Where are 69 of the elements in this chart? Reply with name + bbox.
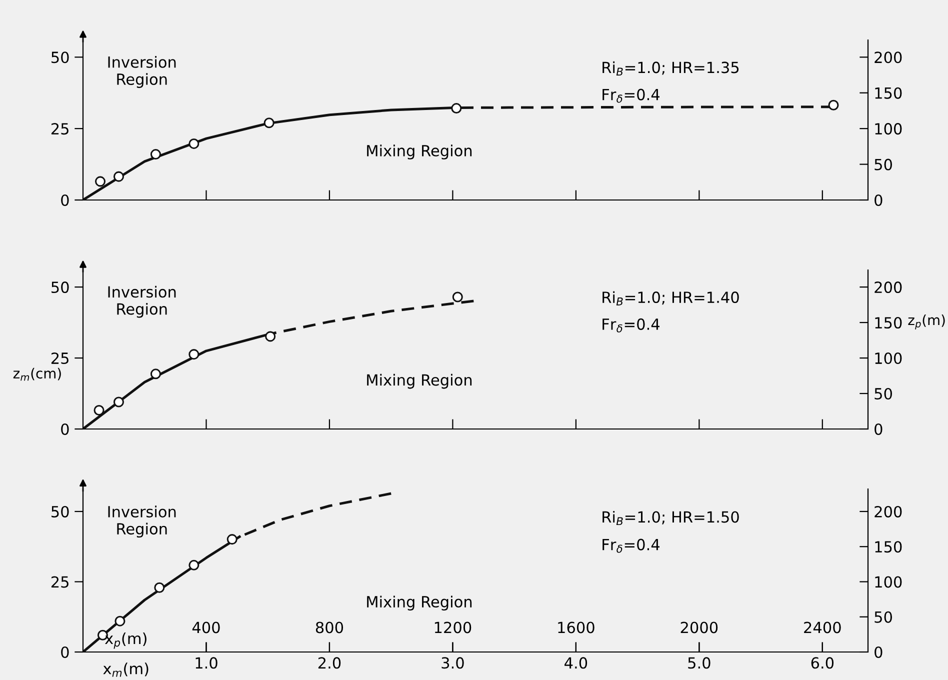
y-tick-label: 0 xyxy=(61,423,69,436)
y2-tick-label: 200 xyxy=(874,282,902,294)
x-tick-label: 1.0 xyxy=(196,657,218,669)
point xyxy=(828,100,839,110)
y2-tick-label: 200 xyxy=(874,52,902,64)
annotation: Ri$_{B}$=1.0; HR=1.40 xyxy=(602,291,739,306)
x-tick-label: 6.0 xyxy=(811,657,834,669)
point xyxy=(94,404,104,416)
x2-tick-label: 400 xyxy=(192,622,220,634)
y2-tick-label: 50 xyxy=(874,158,892,170)
annotation: Fr$_{δ}$=0.4 xyxy=(602,318,660,332)
annotation: Inversion Region xyxy=(108,506,176,538)
y-tick-label: 50 xyxy=(52,506,69,518)
annotation: Mixing Region xyxy=(367,374,472,389)
annotation: Mixing Region xyxy=(367,144,472,160)
x2-tick-label: 2000 xyxy=(680,622,718,634)
y2-tick-label: 100 xyxy=(875,352,902,364)
x2-tick-label: 2400 xyxy=(804,622,841,634)
y2-tick-label: 150 xyxy=(875,87,902,99)
x2-axis-title: x$_{p}$(m) xyxy=(104,632,146,649)
x-tick-label: 4.0 xyxy=(564,657,588,669)
point xyxy=(154,582,165,593)
point xyxy=(188,138,200,149)
y-tick-label: 0 xyxy=(61,194,69,206)
annotation: Fr$_{δ}$=0.4 xyxy=(602,88,660,103)
y2-tick-label: 50 xyxy=(874,388,892,400)
point xyxy=(452,292,463,302)
annotation: Fr$_{δ}$=0.4 xyxy=(602,538,660,553)
point xyxy=(114,616,126,626)
y2-tick-label: 0 xyxy=(874,423,882,436)
y-tick-label: 25 xyxy=(51,576,68,588)
annotation: Inversion Region xyxy=(108,56,176,88)
x-tick-label: 3.0 xyxy=(442,657,464,669)
x-tick-label: 5.0 xyxy=(688,657,710,669)
annotation: Ri$_{B}$=1.0; HR=1.50 xyxy=(602,510,739,526)
y-tick-label: 50 xyxy=(52,52,69,64)
point xyxy=(113,396,124,408)
x2-tick-label: 1600 xyxy=(558,622,594,634)
y-tick-label: 0 xyxy=(61,646,69,658)
point xyxy=(226,534,238,545)
y2-tick-label: 0 xyxy=(874,194,882,206)
y2-tick-label: 0 xyxy=(874,646,882,658)
y2-tick-label: 100 xyxy=(875,576,902,588)
y-tick-label: 50 xyxy=(52,282,69,294)
y2-tick-label: 150 xyxy=(875,541,902,553)
point xyxy=(188,349,200,360)
y2-axis-title: z$_{p}$(m) xyxy=(908,314,945,330)
point xyxy=(150,368,161,380)
point xyxy=(264,118,274,128)
annotation: Mixing Region xyxy=(367,596,472,610)
point xyxy=(188,560,200,570)
annotation: Ri$_{B}$=1.0; HR=1.35 xyxy=(602,61,739,76)
x-tick-label: 2.0 xyxy=(318,657,341,669)
point xyxy=(150,149,161,160)
y-axis-title: z$_{m}$(cm) xyxy=(13,368,61,381)
y2-tick-label: 150 xyxy=(875,316,902,329)
point xyxy=(113,171,124,182)
y2-tick-label: 50 xyxy=(874,611,892,623)
x2-tick-label: 1200 xyxy=(434,622,472,634)
x-axis-title: x$_{m}$(m) xyxy=(103,662,148,677)
y-tick-label: 25 xyxy=(51,123,68,135)
point xyxy=(265,331,276,342)
x2-tick-label: 800 xyxy=(316,622,344,634)
y-tick-label: 25 xyxy=(51,352,68,364)
point xyxy=(451,103,462,114)
y2-tick-label: 100 xyxy=(875,123,902,135)
annotation: Inversion Region xyxy=(108,286,176,318)
point xyxy=(94,176,106,187)
y2-tick-label: 200 xyxy=(874,506,902,518)
